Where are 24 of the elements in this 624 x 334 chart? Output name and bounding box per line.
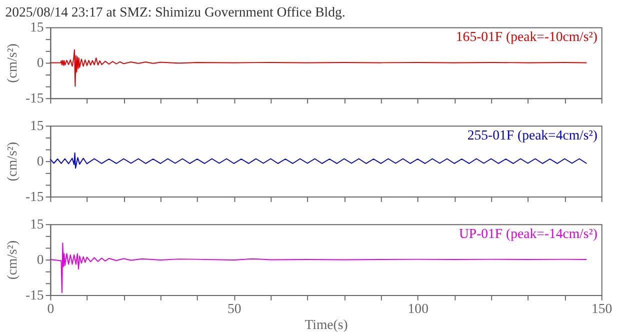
y-axis-title: (cm/s²) bbox=[4, 142, 20, 182]
chart-title: 2025/08/14 23:17 at SMZ: Shimizu Government Office Bldg. bbox=[5, 4, 346, 20]
y-axis-title: (cm/s²) bbox=[4, 44, 20, 83]
x-tick-label: 0 bbox=[47, 301, 54, 316]
line-series bbox=[50, 49, 588, 87]
y-tick-label: -15 bbox=[25, 287, 44, 302]
x-tick-label: 150 bbox=[592, 301, 612, 316]
y-tick-label: 15 bbox=[30, 20, 44, 35]
y-tick-label: -15 bbox=[25, 90, 44, 106]
line-series bbox=[50, 242, 588, 294]
y-tick-label: 15 bbox=[30, 216, 44, 232]
y-tick-label: 0 bbox=[36, 252, 44, 267]
series-label: 165-01F (peak=-10cm/s²) bbox=[456, 29, 598, 44]
line-series bbox=[50, 152, 588, 169]
y-tick-label: 0 bbox=[36, 154, 44, 169]
y-axis-title: (cm/s²) bbox=[4, 240, 20, 280]
x-tick-label: 100 bbox=[408, 301, 429, 316]
series-label: 255-01F (peak=4cm/s²) bbox=[467, 127, 598, 142]
y-tick-label: 0 bbox=[36, 55, 44, 70]
x-tick-label: 50 bbox=[228, 301, 242, 316]
series-label: UP-01F (peak=-14cm/s²) bbox=[458, 226, 598, 241]
y-tick-label: -15 bbox=[25, 188, 44, 204]
x-axis-title: Time(s) bbox=[304, 316, 348, 332]
y-tick-label: 15 bbox=[30, 118, 44, 134]
